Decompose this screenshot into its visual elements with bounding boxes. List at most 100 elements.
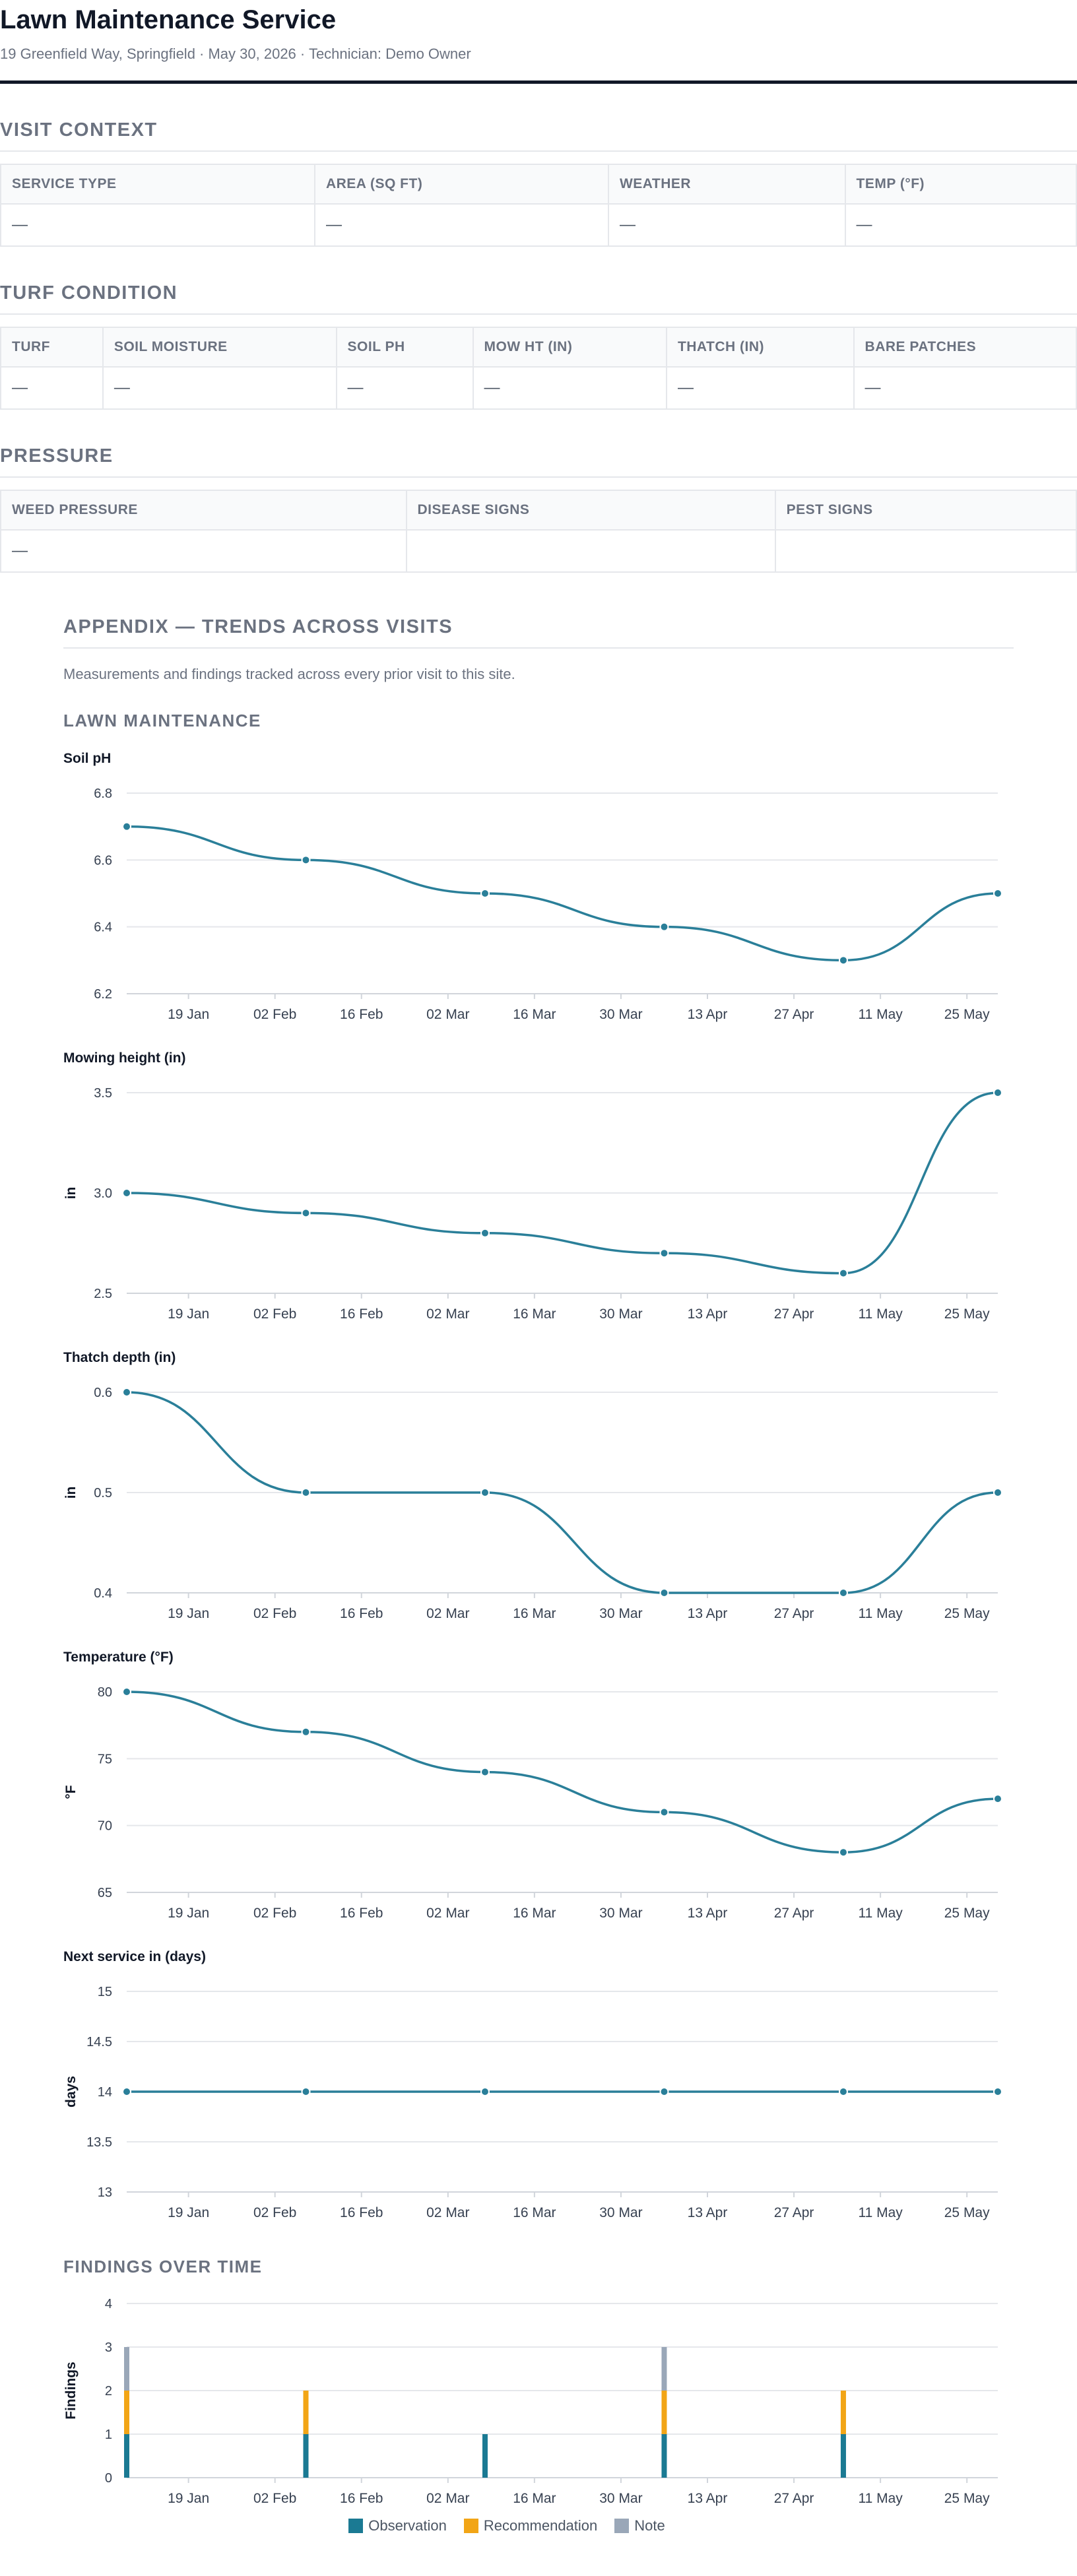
pressure-table: WEED PRESSURE DISEASE SIGNS PEST SIGNS — bbox=[0, 490, 1077, 573]
x-tick-label: 25 May bbox=[944, 2491, 990, 2506]
table-header: WEED PRESSURE bbox=[0, 490, 407, 531]
x-tick-label: 13 Apr bbox=[688, 1306, 728, 1322]
x-tick-label: 16 Mar bbox=[513, 1306, 556, 1322]
x-tick-label: 25 May bbox=[944, 2205, 990, 2220]
x-tick-label: 27 Apr bbox=[774, 1306, 814, 1322]
table-cell: — bbox=[472, 366, 667, 410]
x-tick-label: 02 Mar bbox=[426, 1007, 469, 1022]
data-point bbox=[838, 955, 848, 965]
y-tick-label: 14 bbox=[98, 2085, 112, 2100]
y-tick-label: 6.8 bbox=[94, 787, 112, 801]
legend-item-observation: Observation bbox=[348, 2517, 447, 2534]
x-tick-label: 16 Mar bbox=[513, 1906, 556, 1921]
y-tick-label: 14.5 bbox=[86, 2035, 112, 2049]
data-point bbox=[122, 1388, 131, 1397]
x-tick-label: 30 Mar bbox=[599, 2205, 642, 2220]
x-tick-label: 11 May bbox=[858, 1606, 903, 1621]
mowing-height-chart: 2.5 3.0 3.5 19 Jan 02 Feb 16 Feb 02 Mar 16 Mar 3… bbox=[63, 1086, 1002, 1322]
chart-title: Soil pH bbox=[63, 751, 112, 766]
x-tick-label: 02 Mar bbox=[426, 2205, 469, 2220]
table-cell: — bbox=[0, 529, 407, 573]
x-tick-label: 16 Feb bbox=[340, 2205, 383, 2220]
x-tick-label: 02 Mar bbox=[426, 1606, 469, 1621]
recommendation-swatch bbox=[463, 2519, 478, 2533]
series-line bbox=[126, 1690, 998, 1853]
findings-title: FINDINGS OVER TIME bbox=[63, 2257, 263, 2276]
thatch-depth-chart: 0.4 0.5 0.6 19 Jan 02 Feb 16 Feb 02 Mar 16 Mar 3… bbox=[63, 1386, 1002, 1621]
data-point bbox=[659, 1807, 669, 1817]
series-line bbox=[126, 825, 998, 962]
table-cell bbox=[774, 529, 1077, 573]
x-tick-label: 30 Mar bbox=[599, 2491, 642, 2506]
x-tick-label: 16 Feb bbox=[340, 1007, 383, 1022]
data-point bbox=[480, 889, 490, 898]
chart-title: Thatch depth (in) bbox=[63, 1350, 176, 1365]
data-point bbox=[301, 1208, 311, 1218]
table-header: TURF bbox=[0, 327, 104, 368]
table-cell: — bbox=[607, 203, 846, 247]
x-tick-label: 02 Feb bbox=[253, 1606, 296, 1621]
x-tick-label: 02 Feb bbox=[253, 2205, 296, 2220]
chart-title: Temperature (°F) bbox=[63, 1650, 174, 1665]
data-point bbox=[301, 855, 311, 865]
data-point bbox=[838, 2087, 848, 2096]
x-tick-label: 19 Jan bbox=[168, 1007, 209, 1022]
observation-bar bbox=[840, 2434, 846, 2478]
data-point bbox=[122, 821, 131, 831]
y-axis-label: in bbox=[63, 1187, 79, 1200]
x-tick-label: 19 Jan bbox=[168, 1906, 209, 1921]
data-point bbox=[838, 1848, 848, 1857]
document-header: Lawn Maintenance Service 19 Greenfield W… bbox=[0, 0, 1077, 84]
x-tick-label: 16 Feb bbox=[340, 1606, 383, 1621]
data-point bbox=[480, 2087, 490, 2096]
observation-bar bbox=[124, 2434, 129, 2478]
y-tick-label: 6.4 bbox=[94, 920, 112, 935]
x-tick-label: 13 Apr bbox=[688, 2205, 728, 2220]
observation-bar bbox=[482, 2434, 488, 2478]
observation-bar bbox=[661, 2434, 667, 2478]
x-tick-label: 16 Feb bbox=[340, 1306, 383, 1322]
y-tick-label: 3.0 bbox=[94, 1186, 112, 1201]
x-tick-label: 16 Mar bbox=[513, 1007, 556, 1022]
data-point bbox=[838, 1588, 848, 1597]
page-subtitle: 19 Greenfield Way, Springfield · May 30,… bbox=[0, 46, 471, 62]
x-tick-label: 30 Mar bbox=[599, 1007, 642, 1022]
x-tick-label: 27 Apr bbox=[774, 2205, 814, 2220]
appendix-description: Measurements and findings tracked across… bbox=[63, 666, 515, 682]
data-point bbox=[993, 1794, 1002, 1804]
x-tick-label: 27 Apr bbox=[774, 1906, 814, 1921]
table-cell: — bbox=[853, 366, 1077, 410]
legend-label: Note bbox=[634, 2517, 665, 2534]
legend-item-recommendation: Recommendation bbox=[463, 2517, 597, 2534]
x-tick-label: 16 Mar bbox=[513, 1606, 556, 1621]
y-tick-label: 80 bbox=[98, 1685, 112, 1700]
x-tick-label: 02 Feb bbox=[253, 1007, 296, 1022]
y-tick-label: 1 bbox=[105, 2428, 112, 2442]
data-point bbox=[659, 922, 669, 932]
findings-legend: Observation Recommendation Note bbox=[0, 2517, 1014, 2534]
y-tick-label: 13.5 bbox=[86, 2135, 112, 2150]
table-header: PEST SIGNS bbox=[774, 490, 1077, 531]
table-cell: — bbox=[0, 203, 315, 247]
findings-chart: 0 1 2 3 4 19 Jan 02 Feb 16 Feb 02 Mar 16 Mar 30 Ma… bbox=[63, 2297, 998, 2506]
visit-context-section: VISIT CONTEXT SERVICE TYPE AREA (SQ FT) … bbox=[0, 119, 1077, 247]
data-point bbox=[659, 2087, 669, 2096]
x-tick-label: 19 Jan bbox=[168, 1306, 209, 1322]
table-cell: — bbox=[102, 366, 337, 410]
y-tick-label: 65 bbox=[98, 1886, 112, 1900]
x-tick-label: 27 Apr bbox=[774, 1007, 814, 1022]
y-axis-label: Findings bbox=[63, 2362, 79, 2420]
header-divider bbox=[0, 80, 1077, 84]
x-tick-label: 11 May bbox=[858, 1306, 903, 1322]
table-cell: — bbox=[665, 366, 855, 410]
x-tick-label: 27 Apr bbox=[774, 1606, 814, 1621]
legend-label: Observation bbox=[368, 2517, 447, 2534]
x-tick-label: 16 Mar bbox=[513, 2205, 556, 2220]
legend-item-note: Note bbox=[614, 2517, 665, 2534]
y-tick-label: 13 bbox=[98, 2185, 112, 2200]
page-title: Lawn Maintenance Service bbox=[0, 5, 337, 34]
x-tick-label: 30 Mar bbox=[599, 1306, 642, 1322]
recommendation-bar bbox=[661, 2391, 667, 2434]
x-tick-label: 16 Feb bbox=[340, 2491, 383, 2506]
table-header: SERVICE TYPE bbox=[0, 164, 315, 205]
